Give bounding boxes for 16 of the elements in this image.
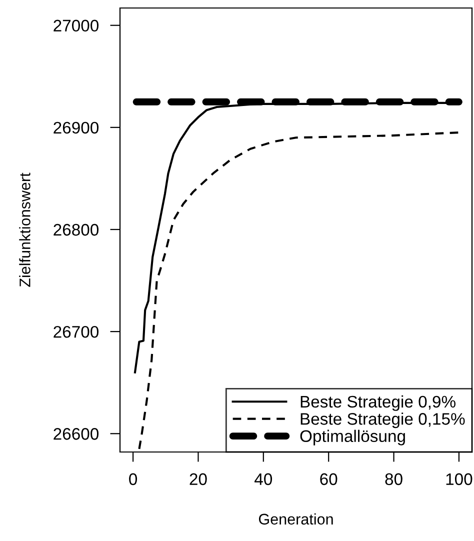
legend-label: Beste Strategie 0,9% bbox=[300, 395, 456, 411]
y-tick-label: 26800 bbox=[54, 224, 99, 236]
x-tick-label: 0 bbox=[129, 473, 138, 486]
x-tick-label: 60 bbox=[320, 473, 338, 486]
y-tick-label: 26700 bbox=[54, 326, 99, 338]
x-tick-label: 80 bbox=[385, 473, 402, 486]
y-axis-title: Zielfunktionswert bbox=[19, 172, 30, 287]
y-tick-label: 27000 bbox=[54, 20, 99, 32]
y-tick-label: 26900 bbox=[54, 122, 99, 134]
x-tick-label: 40 bbox=[254, 473, 272, 486]
legend-label: Optimallösung bbox=[300, 430, 405, 446]
y-tick-label: 26600 bbox=[54, 428, 99, 440]
x-axis-title: Generation bbox=[258, 513, 333, 525]
legend-label: Beste Strategie 0,15% bbox=[300, 412, 465, 428]
x-tick-label: 100 bbox=[446, 473, 472, 486]
x-tick-label: 20 bbox=[190, 473, 207, 486]
